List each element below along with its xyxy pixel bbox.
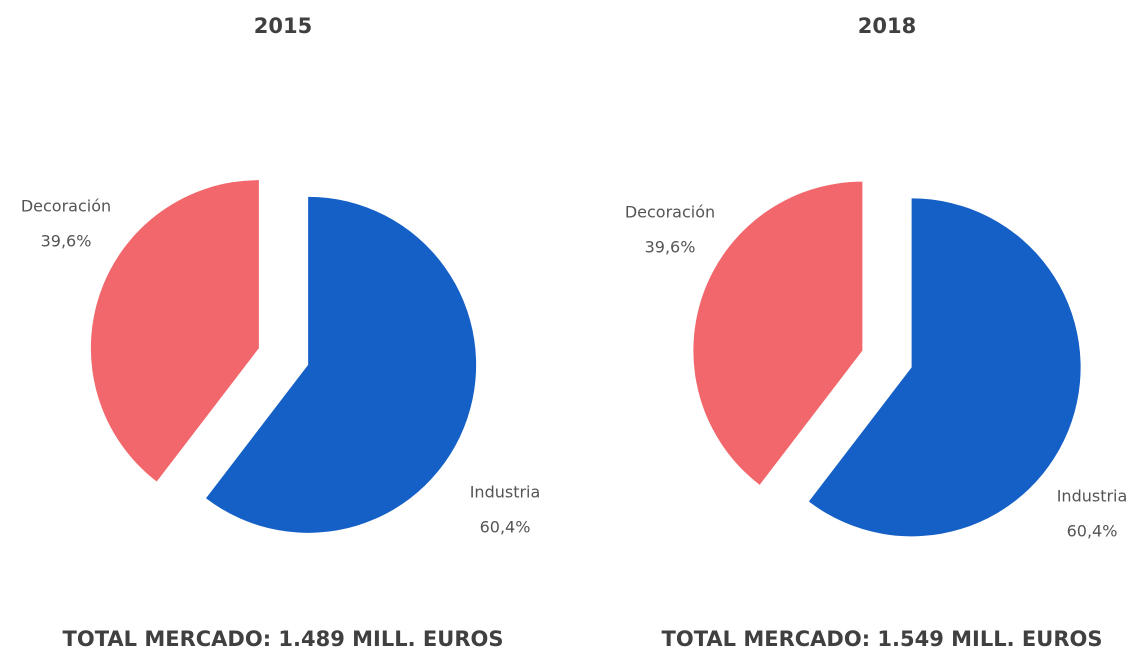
- pie-slice: [205, 196, 477, 533]
- slice-label: Decoración: [625, 203, 715, 222]
- value-label: 60,4%: [1067, 522, 1118, 541]
- value-label: 60,4%: [480, 518, 531, 537]
- caption: TOTAL MERCADO: 1.549 MILL. EUROS: [662, 627, 1103, 651]
- slice-label: Industria: [1057, 487, 1128, 506]
- caption: TOTAL MERCADO: 1.489 MILL. EUROS: [63, 627, 504, 651]
- chart-title: 2015: [254, 14, 312, 38]
- pie-slice: [808, 198, 1081, 537]
- pie-slice: [90, 180, 259, 482]
- value-label: 39,6%: [41, 232, 92, 251]
- slice-label: Decoración: [21, 197, 111, 216]
- value-label: 39,6%: [645, 238, 696, 257]
- chart-title: 2018: [858, 14, 916, 38]
- pie-slice: [693, 181, 863, 485]
- slice-label: Industria: [470, 483, 541, 502]
